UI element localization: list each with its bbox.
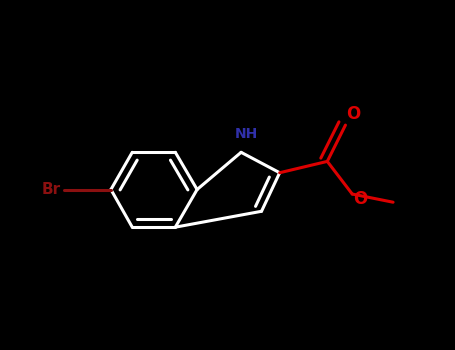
Text: NH: NH — [235, 127, 258, 141]
Text: O: O — [353, 190, 367, 208]
Text: O: O — [346, 105, 361, 123]
Text: Br: Br — [42, 182, 61, 197]
